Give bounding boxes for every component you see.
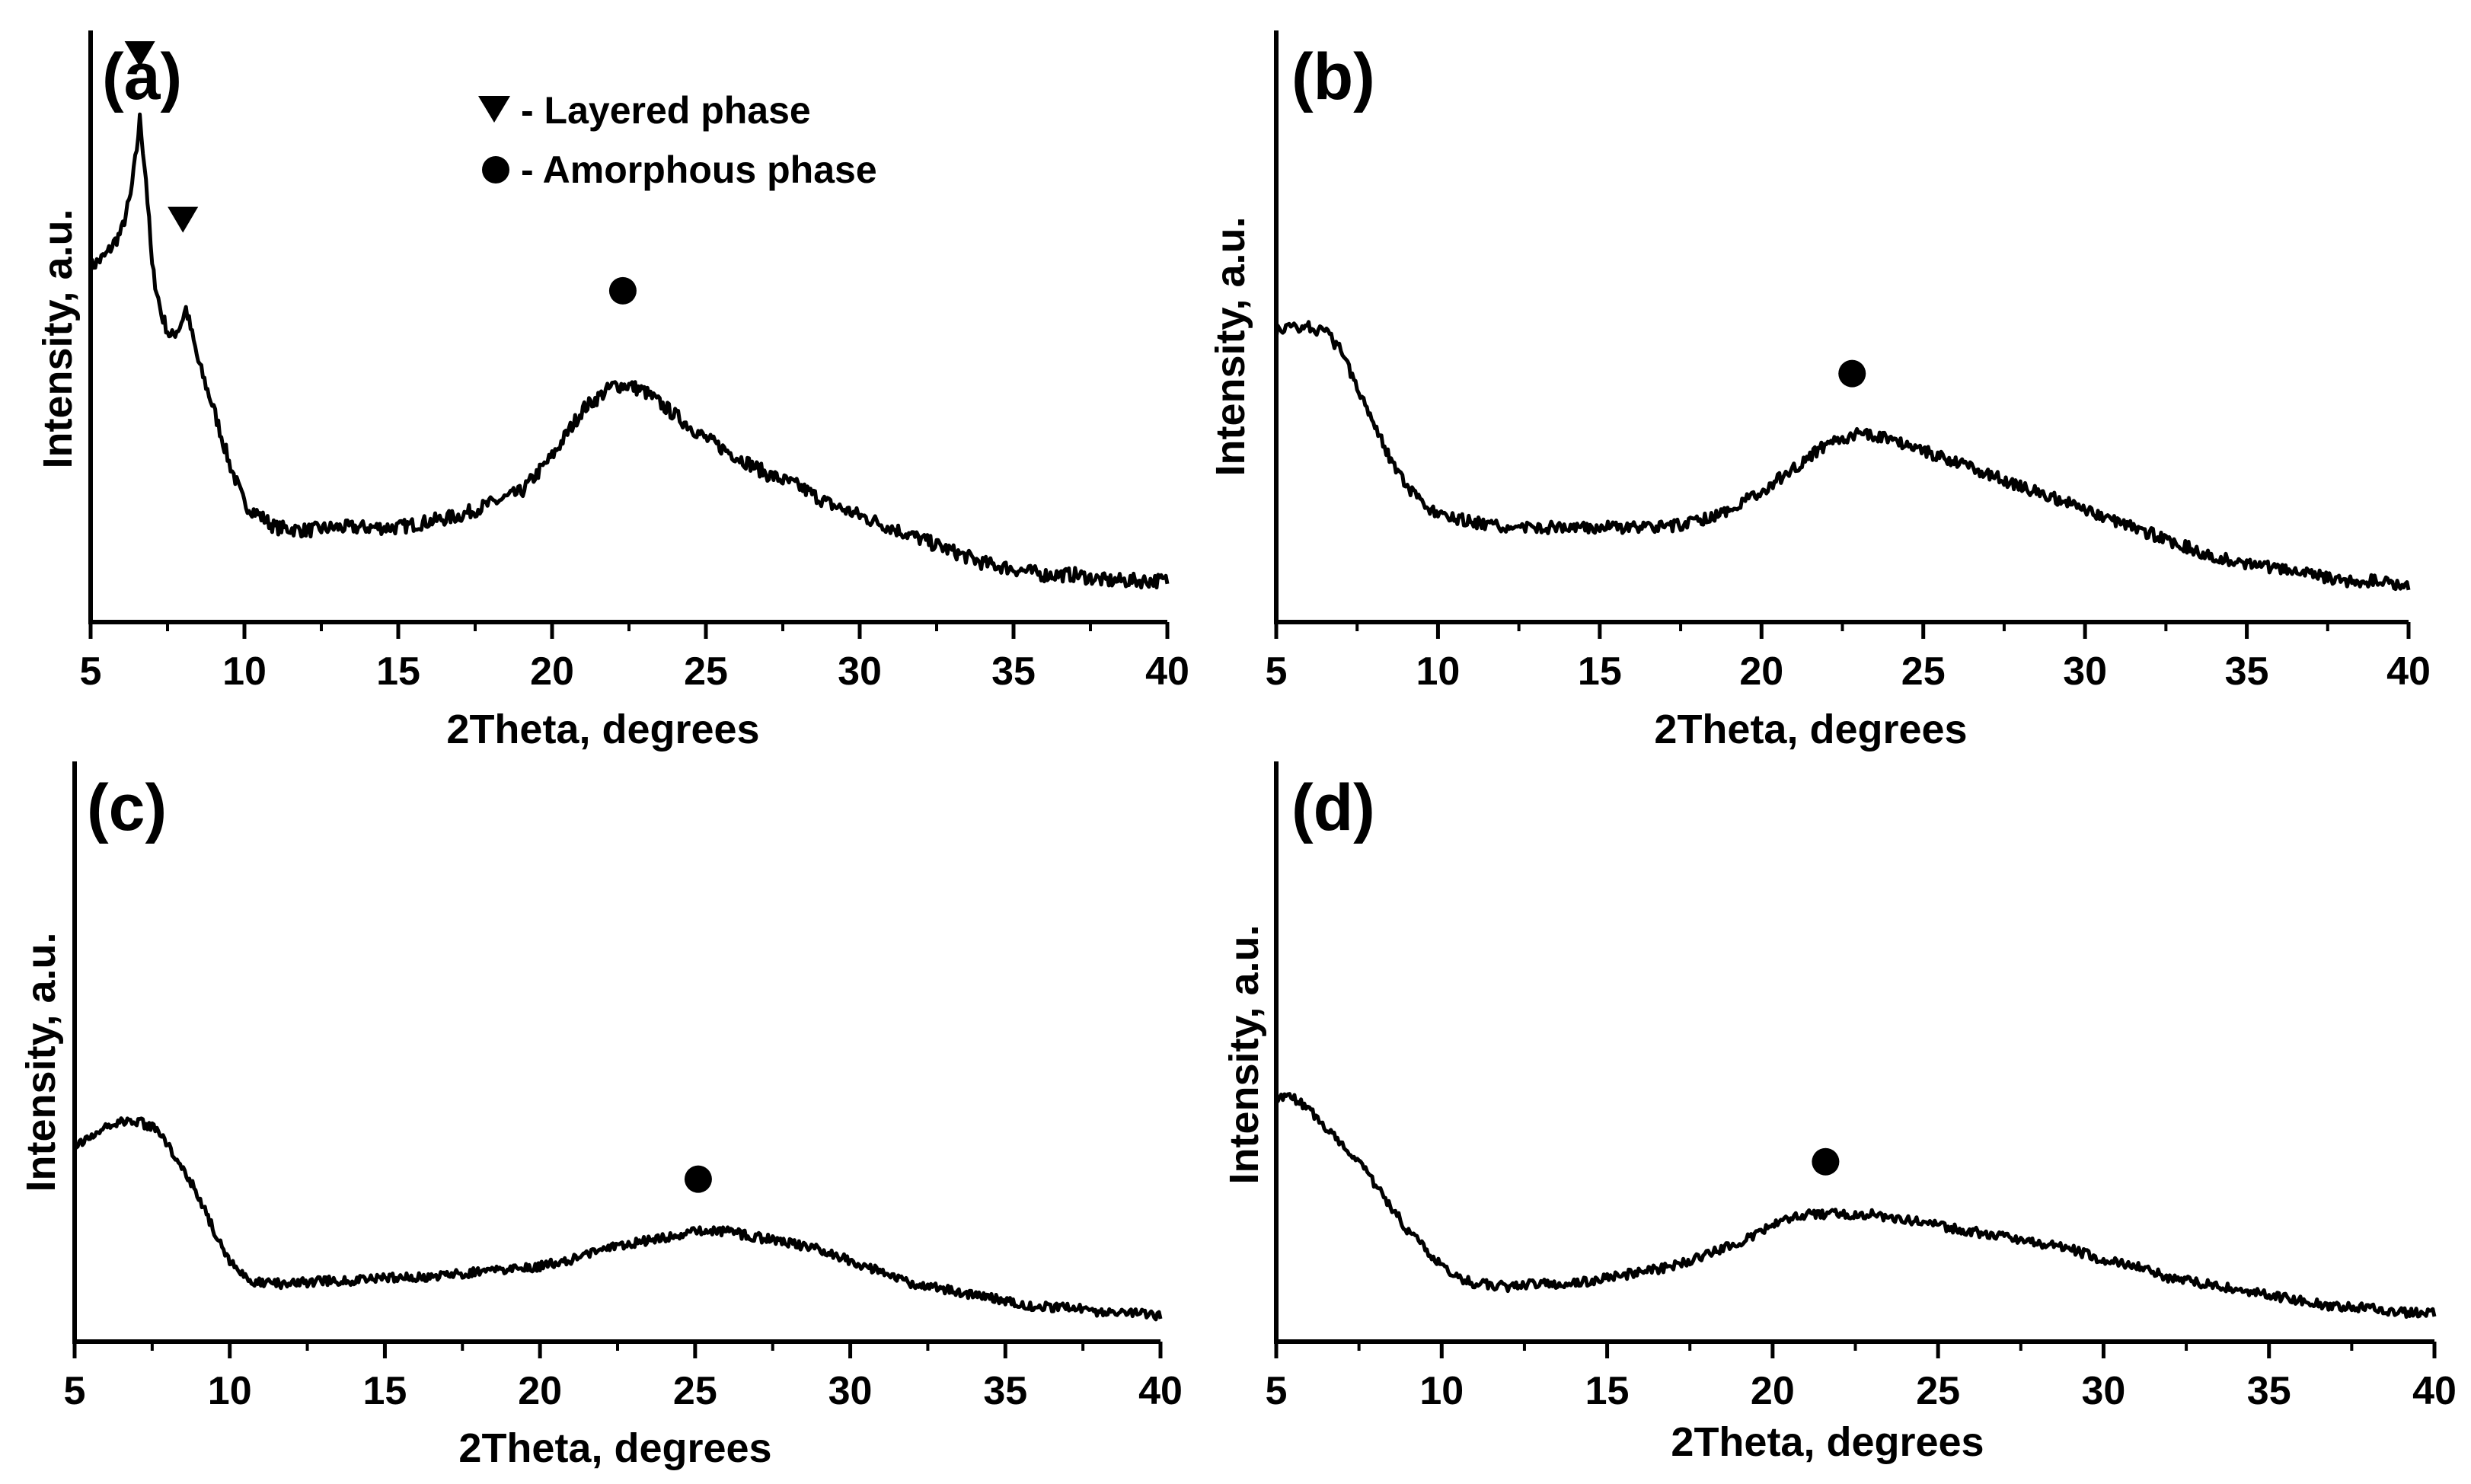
panel-a-xrd-line [88, 112, 1170, 590]
panel-d-xticks: 5 10 15 20 25 30 35 40 [1266, 1342, 2457, 1413]
panel-c-xtick-label: 30 [828, 1369, 873, 1413]
panel-b-xtick-label: 25 [1901, 649, 1946, 694]
legend-triangle-icon [478, 96, 510, 123]
panel-c-markers [684, 1165, 712, 1193]
panel-c-axes [72, 761, 1160, 1344]
panel-d-xtick-label: 10 [1419, 1369, 1464, 1413]
panel-d-xtick-label: 40 [2412, 1369, 2457, 1413]
panel-d-label: (d) [1291, 771, 1375, 844]
panel-a-series [88, 112, 1170, 590]
panel-a-xtick-label: 25 [684, 649, 728, 694]
panel-c-xrd-line [73, 1116, 1163, 1322]
panel-d-xtick-label: 25 [1916, 1369, 1960, 1413]
panel-c-xtick-label: 35 [983, 1369, 1027, 1413]
panel-c-xticks: 5 10 15 20 25 30 35 40 [64, 1342, 1183, 1413]
layered-phase-marker [124, 41, 155, 68]
amorphous-phase-marker [1812, 1147, 1840, 1176]
panel-c-label: (c) [87, 771, 167, 844]
panel-d-markers [1812, 1147, 1840, 1176]
panel-a-markers [124, 41, 637, 305]
panel-a-xtick-label: 5 [80, 649, 102, 694]
panel-c-ylabel: Intensity, a.u. [18, 932, 64, 1192]
panel-b-xtick-label: 15 [1578, 649, 1622, 694]
panel-a-xticks: 5 10 15 20 25 30 35 40 [80, 622, 1189, 694]
panel-b-xrd-line [1274, 320, 2411, 592]
panel-a-xlabel: 2Theta, degrees [446, 707, 759, 752]
layered-phase-marker [168, 206, 199, 233]
panel-b-markers [1838, 359, 1866, 388]
panel-c-series [73, 1116, 1163, 1322]
panel-a-xtick-label: 30 [838, 649, 882, 694]
panel-c-xtick-label: 5 [64, 1369, 86, 1413]
legend-layered-phase: - Layered phase [521, 89, 811, 132]
panel-d-xtick-label: 15 [1585, 1369, 1630, 1413]
panel-b-xtick-label: 40 [2386, 649, 2431, 694]
panel-a-xtick-label: 10 [222, 649, 267, 694]
panel-d-xtick-label: 5 [1266, 1369, 1288, 1413]
panel-a: 5 10 15 20 25 30 35 40 (a) 2Theta, degrees Inte… [35, 30, 1189, 752]
panel-c-xtick-label: 25 [673, 1369, 717, 1413]
panel-d: 5 10 15 20 25 30 35 40 (d) 2Theta, degrees Inte… [1221, 761, 2457, 1465]
panel-c-xtick-label: 10 [208, 1369, 252, 1413]
panel-d-ylabel: Intensity, a.u. [1221, 924, 1267, 1184]
panel-b-xtick-label: 5 [1266, 649, 1288, 694]
panel-d-xtick-label: 30 [2082, 1369, 2126, 1413]
panel-d-xrd-line [1275, 1092, 2437, 1319]
panel-c-xtick-label: 40 [1138, 1369, 1183, 1413]
amorphous-phase-marker [684, 1165, 712, 1193]
panel-b-ylabel: Intensity, a.u. [1208, 216, 1253, 476]
panel-b-axes [1274, 30, 2409, 624]
panel-d-axes [1274, 761, 2434, 1344]
panel-a-ylabel: Intensity, a.u. [35, 209, 81, 468]
amorphous-phase-marker [1838, 359, 1866, 388]
panel-b-xticks: 5 10 15 20 25 30 35 40 [1266, 622, 2431, 694]
panel-d-series [1275, 1092, 2437, 1319]
panel-b-label: (b) [1291, 40, 1375, 113]
panel-b-xtick-label: 30 [2063, 649, 2107, 694]
panel-b-xtick-label: 35 [2225, 649, 2269, 694]
amorphous-phase-marker [608, 276, 637, 305]
panel-c-xtick-label: 15 [363, 1369, 407, 1413]
panel-b-xtick-label: 10 [1416, 649, 1461, 694]
legend-circle-icon [482, 156, 509, 184]
panel-b-xtick-label: 20 [1739, 649, 1783, 694]
panel-a-xtick-label: 35 [991, 649, 1036, 694]
panel-c: 5 10 15 20 25 30 35 40 (c) 2Theta, degrees Inte… [18, 761, 1183, 1471]
panel-b-series [1274, 320, 2411, 592]
panel-c-xlabel: 2Theta, degrees [458, 1425, 771, 1471]
panel-c-xtick-label: 20 [518, 1369, 562, 1413]
panel-d-xlabel: 2Theta, degrees [1671, 1419, 1984, 1465]
panel-d-xtick-label: 20 [1751, 1369, 1795, 1413]
panel-b-xlabel: 2Theta, degrees [1654, 707, 1967, 752]
panel-a-xtick-label: 20 [530, 649, 574, 694]
legend-amorphous-phase: - Amorphous phase [521, 148, 877, 191]
panel-a-xtick-label: 40 [1145, 649, 1189, 694]
panel-a-label: (a) [102, 40, 182, 113]
panel-b: 5 10 15 20 25 30 35 40 (b) 2Theta, degrees Inte… [1208, 30, 2431, 752]
panel-d-xtick-label: 35 [2247, 1369, 2291, 1413]
panel-a-xtick-label: 15 [376, 649, 420, 694]
legend: - Layered phase - Amorphous phase [478, 89, 877, 191]
